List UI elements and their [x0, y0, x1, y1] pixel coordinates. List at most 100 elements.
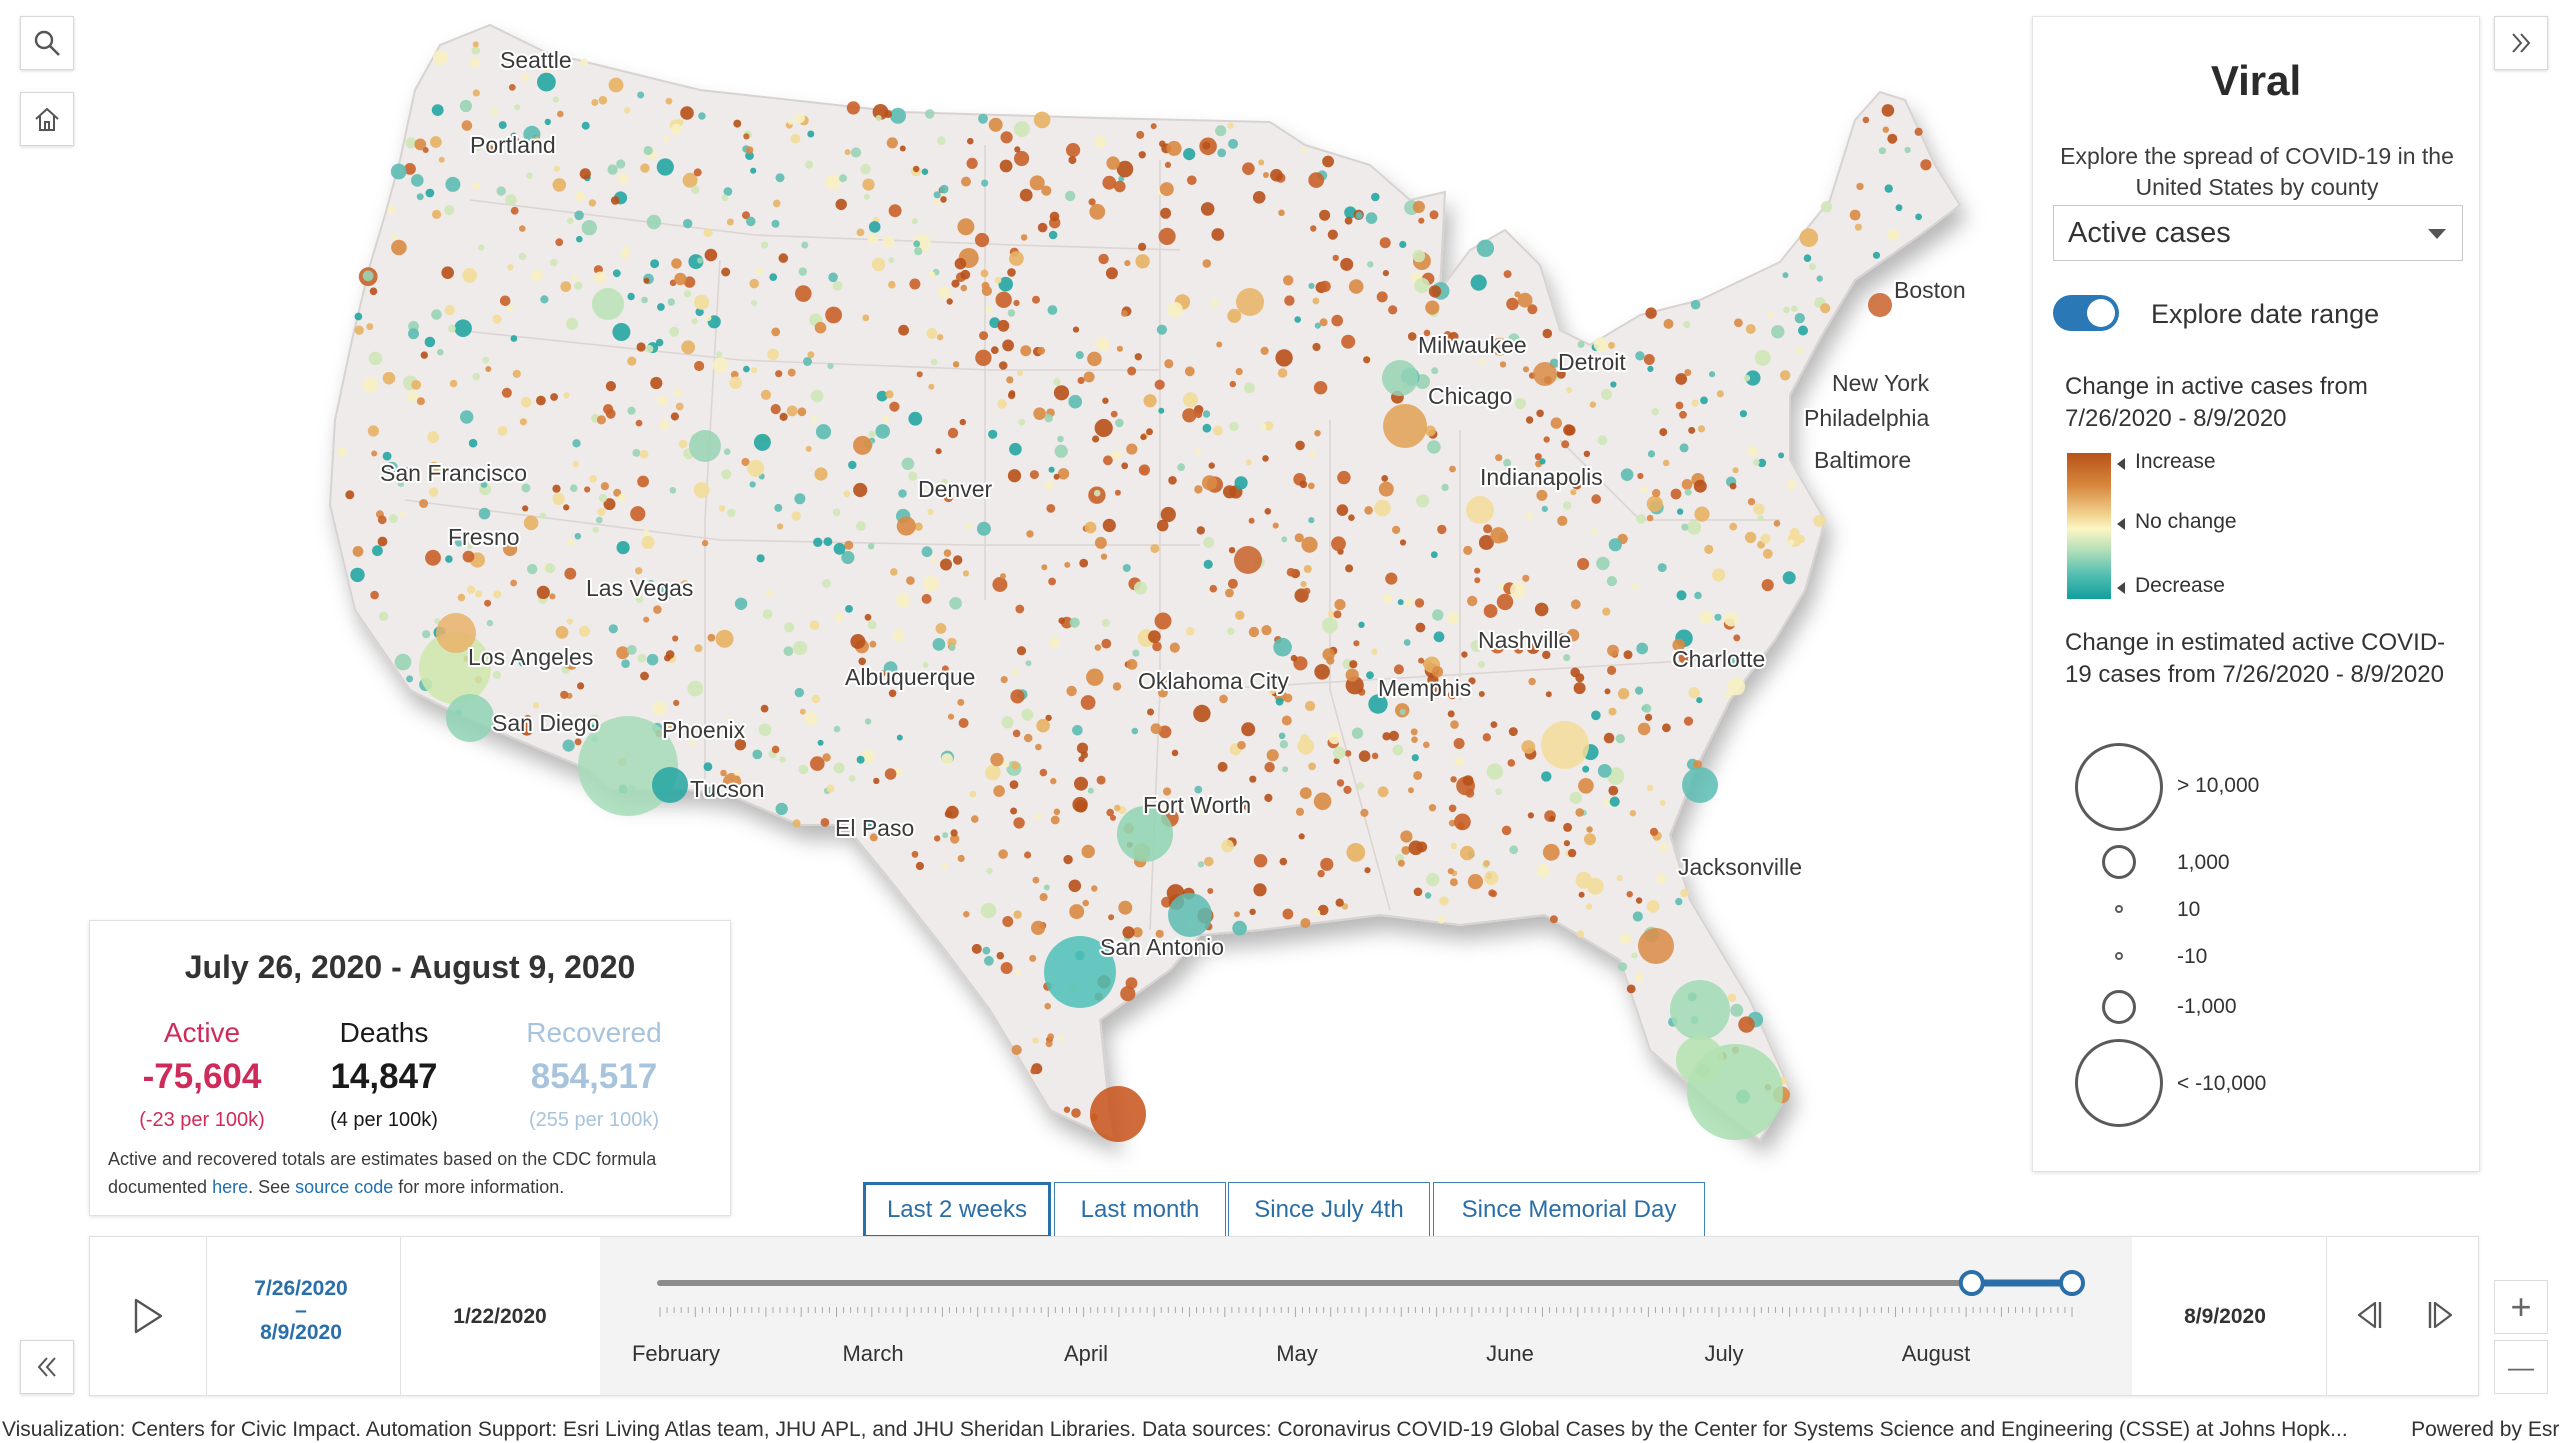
county-circle	[1202, 475, 1218, 491]
county-circle	[1314, 664, 1330, 680]
metric-select-value: Active cases	[2068, 216, 2231, 249]
county-circle	[1448, 819, 1456, 827]
zoom-in-button[interactable]: +	[2494, 1280, 2548, 1334]
county-circle	[368, 351, 383, 366]
county-circle	[705, 314, 712, 322]
home-button[interactable]	[20, 92, 74, 146]
county-circle	[871, 257, 886, 272]
range-last-2-weeks-button[interactable]: Last 2 weeks	[863, 1182, 1051, 1238]
play-button[interactable]	[90, 1237, 206, 1395]
county-circle	[441, 266, 455, 280]
slider-end-handle[interactable]	[2059, 1270, 2085, 1296]
slider-track[interactable]	[600, 1237, 2132, 1395]
county-circle	[1168, 893, 1212, 937]
county-circle	[1428, 680, 1440, 693]
county-circle	[892, 629, 905, 642]
county-circle	[856, 228, 865, 237]
county-circle	[467, 585, 476, 594]
county-circle	[411, 174, 424, 187]
range-last-month-button[interactable]: Last month	[1054, 1182, 1226, 1238]
city-label-memphis: Memphis	[1378, 675, 1471, 701]
county-circle	[1197, 861, 1205, 868]
county-circle	[637, 475, 649, 488]
county-circle	[1248, 517, 1255, 524]
search-button[interactable]	[20, 16, 74, 70]
county-circle	[1167, 301, 1183, 318]
county-circle	[1024, 851, 1032, 859]
county-circle	[1071, 1108, 1081, 1118]
county-circle	[1160, 506, 1176, 523]
county-circle	[608, 77, 624, 93]
county-circle	[1235, 610, 1245, 620]
range-since-memorial-day-button[interactable]: Since Memorial Day	[1433, 1182, 1705, 1238]
county-circle	[888, 689, 897, 698]
county-circle	[667, 298, 675, 306]
county-circle	[1887, 133, 1898, 144]
county-circle	[753, 433, 771, 451]
county-circle	[1007, 309, 1016, 317]
next-step-button[interactable]	[2414, 1287, 2470, 1343]
county-circle	[896, 734, 903, 741]
county-circle	[1572, 480, 1582, 490]
county-circle	[793, 641, 808, 655]
county-circle	[811, 416, 818, 423]
city-label-las-vegas: Las Vegas	[586, 575, 693, 601]
county-circle	[890, 568, 898, 576]
county-circle	[1407, 332, 1417, 341]
county-circle	[875, 115, 882, 122]
county-circle	[588, 714, 600, 725]
county-circle	[809, 620, 820, 630]
range-since-july-4th-button[interactable]: Since July 4th	[1228, 1182, 1430, 1238]
slider-track-area[interactable]: February March April May June July Augus…	[600, 1237, 2132, 1395]
county-circle	[1849, 209, 1861, 221]
county-circle	[1522, 574, 1530, 582]
cdc-formula-link[interactable]: here	[212, 1177, 249, 1197]
county-circle	[448, 324, 456, 333]
county-circle	[459, 99, 472, 113]
county-circle	[1382, 270, 1389, 277]
county-circle	[1647, 365, 1654, 372]
county-circle	[1048, 466, 1055, 473]
county-circle	[1393, 664, 1404, 675]
county-circle	[576, 235, 583, 243]
county-circle	[898, 489, 907, 498]
county-circle	[1358, 621, 1365, 628]
county-circle	[1048, 230, 1058, 240]
county-circle	[1126, 443, 1138, 455]
county-circle	[506, 305, 514, 313]
zoom-out-button[interactable]: —	[2494, 1340, 2548, 1394]
county-circle	[1156, 324, 1167, 335]
county-circle	[486, 619, 494, 627]
date-range-toggle[interactable]	[2053, 295, 2119, 331]
county-circle	[729, 376, 742, 390]
powered-by-esri[interactable]: Powered by Esri	[2397, 1418, 2560, 1442]
county-circle	[560, 281, 572, 292]
county-circle	[1102, 397, 1109, 404]
county-circle	[1620, 468, 1634, 482]
county-circle	[957, 698, 965, 706]
county-circle	[971, 943, 982, 954]
county-circle	[1090, 1086, 1146, 1142]
slider-start-handle[interactable]	[1958, 1270, 1985, 1296]
previous-step-button[interactable]	[2340, 1287, 2396, 1343]
metric-select[interactable]: Active cases	[2053, 205, 2463, 261]
county-circle	[1344, 206, 1357, 219]
separator	[206, 1237, 207, 1395]
source-code-link[interactable]: source code	[295, 1177, 394, 1197]
county-circle	[1337, 470, 1351, 485]
county-circle	[1637, 472, 1644, 480]
county-circle	[1228, 547, 1236, 554]
county-circle	[1856, 182, 1864, 191]
county-circle	[864, 613, 872, 621]
expand-panel-button[interactable]	[2494, 16, 2548, 70]
attribution-text[interactable]: Visualization: Centers for Civic Impact.…	[2, 1418, 2348, 1441]
county-circle	[1437, 524, 1447, 535]
county-circle	[683, 290, 692, 298]
county-circle	[653, 605, 662, 614]
legend-increase-label: Increase	[2135, 450, 2216, 473]
collapse-panels-button[interactable]	[20, 1340, 74, 1394]
county-circle	[799, 708, 806, 715]
county-circle	[981, 285, 993, 296]
county-circle	[1418, 657, 1425, 664]
